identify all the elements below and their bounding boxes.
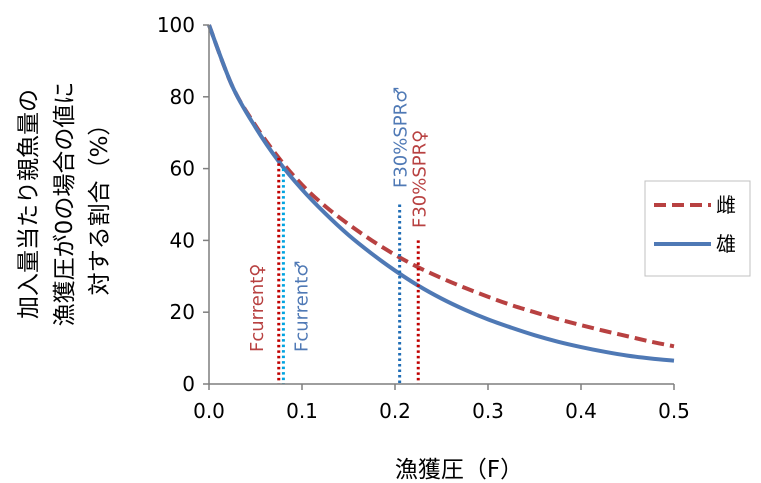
y-tick-label: 100 xyxy=(157,13,195,37)
x-tick-label: 0.4 xyxy=(565,399,597,423)
marker-fcurrent-male-label: Fcurrent♂ xyxy=(291,261,312,352)
marker-layer: Fcurrent♀ Fcurrent♂ F30%SPR♂F30%SPR♀ xyxy=(247,87,430,384)
y-axis-title-line-1: 加入量当たり親魚量の xyxy=(16,89,42,319)
ticks: 0.0 0.1 0.2 0.3 0.4 0.5 0 20 40 60 80 100 xyxy=(157,13,690,423)
marker-f30spr-male-label: F30%SPR♂ xyxy=(391,87,412,188)
legend: 雌 雄 xyxy=(644,180,751,277)
legend-label-male: 雄 xyxy=(716,232,736,256)
marker-fcurrent-female-label: Fcurrent♀ xyxy=(247,264,268,352)
series-line-male xyxy=(207,24,675,363)
y-tick-label: 80 xyxy=(170,85,195,109)
x-axis-title: 漁獲圧（F） xyxy=(395,457,523,483)
plot-area: Fcurrent♀ Fcurrent♂F30%SPR♂F30%SPR♀ 0.0 0.… xyxy=(157,13,690,423)
axes xyxy=(208,25,674,385)
y-axis-title-line-2: 漁獲圧が0の場合の値に xyxy=(52,82,78,327)
x-tick-label: 0.1 xyxy=(286,399,318,423)
y-axis-title: 加入量当たり親魚量の 漁獲圧が0の場合の値に 対する割合（%） xyxy=(16,82,113,327)
y-tick-label: 20 xyxy=(170,300,195,324)
series-layer xyxy=(207,24,675,363)
y-axis-title-line-3: 対する割合（%） xyxy=(87,113,113,296)
legend-label-female: 雌 xyxy=(716,193,736,217)
x-tick-label: 0.2 xyxy=(379,399,411,423)
y-tick-label: 0 xyxy=(182,372,195,396)
y-tick-label: 60 xyxy=(170,157,195,181)
marker-f30spr-female-label: F30%SPR♀ xyxy=(409,130,430,228)
legend-box xyxy=(644,180,751,277)
x-tick-label: 0.3 xyxy=(472,399,504,423)
x-tick-label: 0.5 xyxy=(658,399,690,423)
x-tick-label: 0.0 xyxy=(193,399,225,423)
y-tick-label: 40 xyxy=(170,228,195,252)
